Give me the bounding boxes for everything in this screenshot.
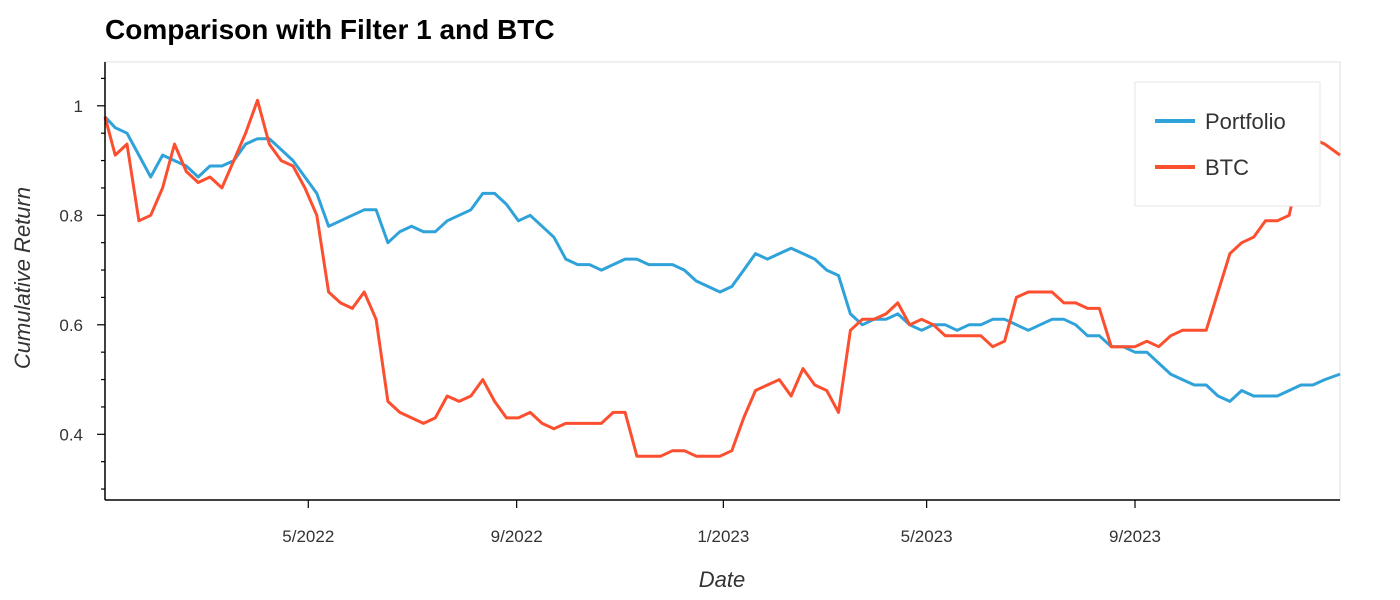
y-tick-label: 1 [74,97,83,116]
legend-label-btc: BTC [1205,155,1249,180]
y-tick-label: 0.8 [59,206,83,225]
y-tick-label: 0.6 [59,316,83,335]
x-axis-ticks: 5/2022 9/2022 1/2023 5/2023 9/2023 [282,500,1161,546]
x-tick-label: 5/2023 [901,527,953,546]
x-tick-label: 9/2022 [491,527,543,546]
series-layer [103,98,1341,458]
x-axis-title: Date [699,567,745,592]
chart-title: Comparison with Filter 1 and BTC [105,14,555,45]
y-tick-label: 0.4 [59,425,83,444]
y-axis-ticks: 0.4 0.6 0.8 1 [59,77,105,490]
x-tick-label: 1/2023 [697,527,749,546]
series-line-portfolio [103,115,1341,403]
x-tick-label: 9/2023 [1109,527,1161,546]
y-axis-title: Cumulative Return [10,187,35,369]
legend-label-portfolio: Portfolio [1205,109,1286,134]
legend-box [1134,81,1321,207]
x-tick-label: 5/2022 [282,527,334,546]
series-line-btc [103,98,1341,458]
legend: Portfolio BTC [1134,81,1321,207]
